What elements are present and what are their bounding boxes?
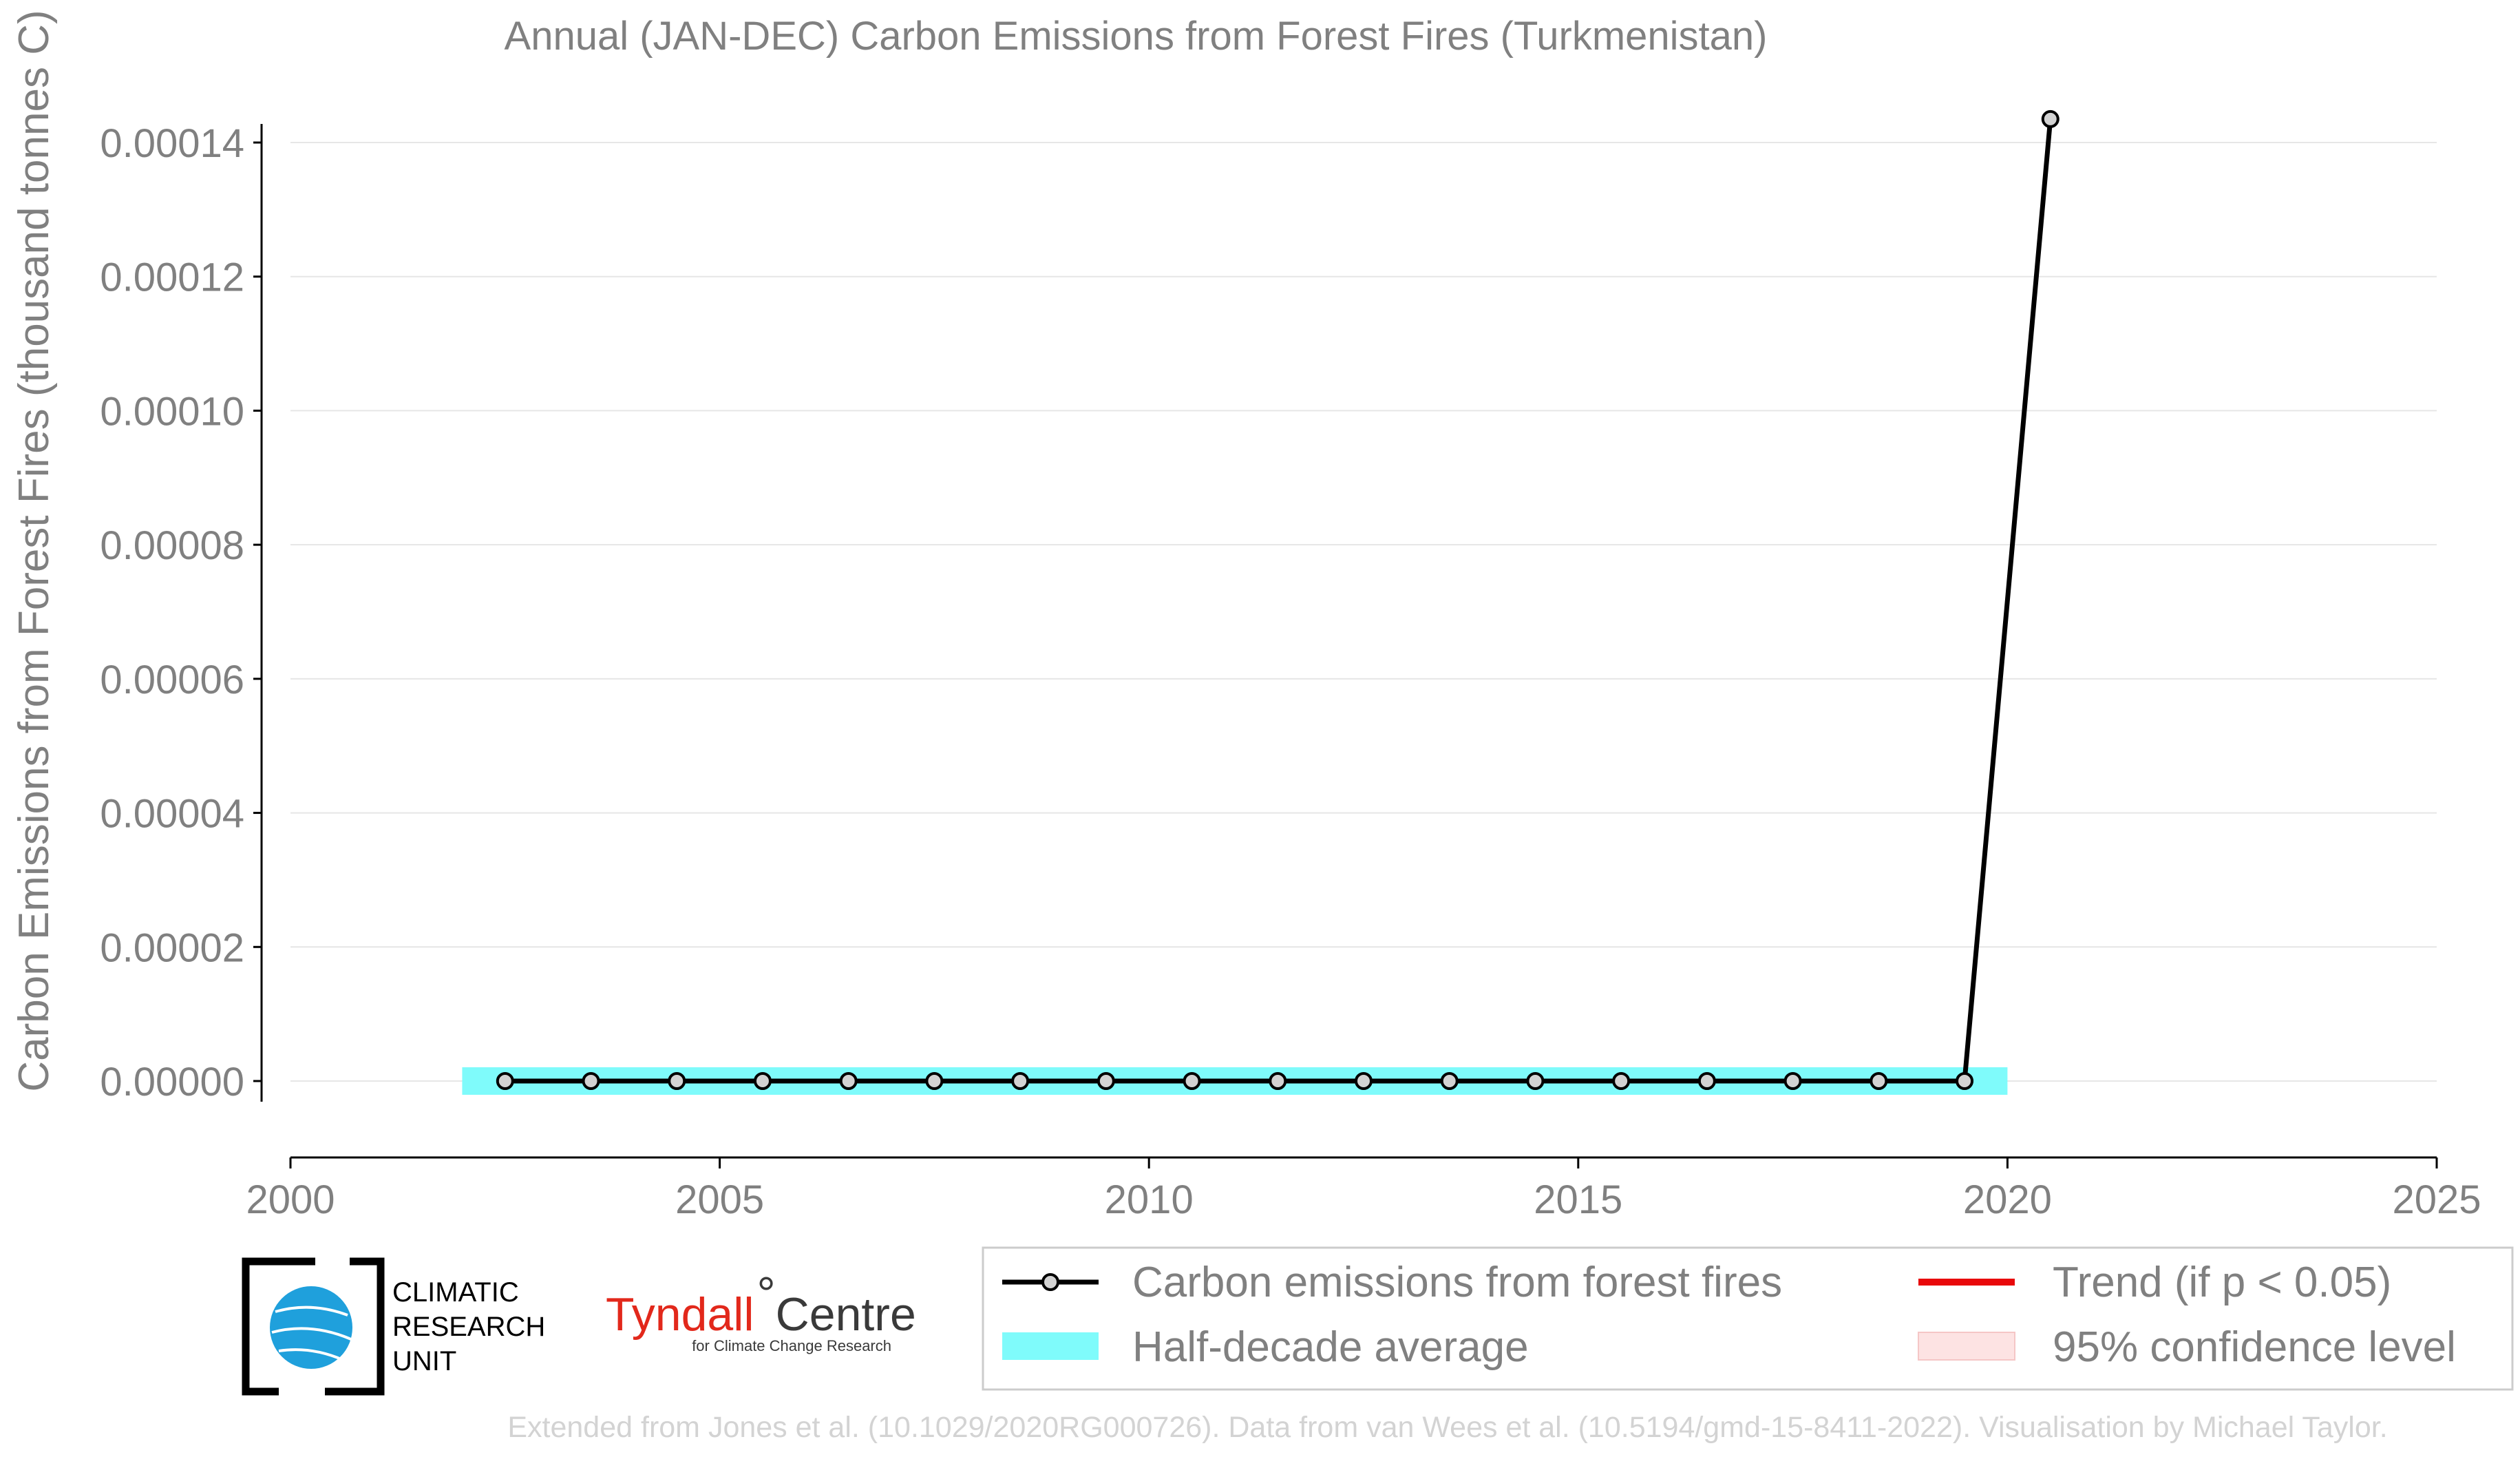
data-point-2017 <box>1783 1072 1802 1090</box>
data-point-2003 <box>582 1072 600 1090</box>
data-point-2004 <box>668 1072 686 1090</box>
data-point-2008 <box>1011 1072 1030 1090</box>
y-tick-label-4: 0.00008 <box>100 523 244 568</box>
y-axis-label: Carbon Emissions from Forest Fires (thou… <box>10 10 58 1091</box>
y-tick-label-6: 0.00012 <box>100 255 244 300</box>
legend-label-emissions: Carbon emissions from forest fires <box>1132 1259 1782 1306</box>
legend-label-confidence: 95% confidence level <box>2053 1323 2456 1371</box>
x-tick-label-3: 2015 <box>1534 1177 1622 1222</box>
data-point-2012 <box>1355 1072 1373 1090</box>
data-point-2015 <box>1612 1072 1631 1090</box>
cru-logo-line-3: UNIT <box>392 1346 456 1376</box>
footer-credits: Extended from Jones et al. (10.1029/2020… <box>507 1411 2387 1444</box>
x-axis: 2000 2005 2010 2015 2020 2025 <box>246 1156 2481 1222</box>
data-point-2020 <box>2041 109 2060 128</box>
data-point-2009 <box>1097 1072 1115 1090</box>
legend-frame <box>982 1246 2514 1391</box>
legend: Carbon emissions from forest fires Trend… <box>982 1246 2514 1391</box>
cru-logo-line-2: RESEARCH <box>392 1312 545 1342</box>
tyndall-logo: Tyndall°Centre for Climate Change Resear… <box>606 1268 916 1354</box>
data-point-2007 <box>925 1072 944 1090</box>
data-point-2010 <box>1183 1072 1201 1090</box>
cru-logo: CLIMATIC RESEARCH UNIT <box>242 1257 545 1396</box>
data-point-2019 <box>1956 1072 1974 1090</box>
data-point-2006 <box>839 1072 858 1090</box>
data-point-2016 <box>1697 1072 1716 1090</box>
x-tick-label-2: 2010 <box>1105 1177 1194 1222</box>
y-tick-label-7: 0.00014 <box>100 121 244 166</box>
data-point-2005 <box>753 1072 772 1090</box>
legend-patch-half-decade <box>1002 1332 1099 1360</box>
data-point-2014 <box>1526 1072 1545 1090</box>
legend-label-trend: Trend (if p < 0.05) <box>2053 1259 2391 1306</box>
tyndall-logo-main: Tyndall°Centre <box>606 1268 916 1341</box>
series-layer <box>496 109 2060 1090</box>
tyndall-logo-subtitle: for Climate Change Research <box>692 1337 891 1354</box>
x-tick-label-5: 2025 <box>2392 1177 2481 1222</box>
y-tick-labels: 0.00000 0.00002 0.00004 0.00006 0.00008 0.000… <box>100 121 263 1104</box>
x-tick-label-4: 2020 <box>1963 1177 2052 1222</box>
legend-label-half-decade: Half-decade average <box>1132 1323 1529 1371</box>
y-tick-label-0: 0.00000 <box>100 1060 244 1104</box>
x-tick-label-1: 2005 <box>675 1177 764 1222</box>
y-tick-label-2: 0.00004 <box>100 792 244 837</box>
legend-marker-emissions <box>1041 1273 1059 1291</box>
legend-patch-confidence <box>1918 1332 2015 1361</box>
data-point-2013 <box>1440 1072 1459 1090</box>
data-point-2011 <box>1269 1072 1287 1090</box>
series-line-0 <box>505 118 2053 1084</box>
x-tick-label-0: 2000 <box>246 1177 335 1222</box>
data-point-2018 <box>1870 1072 1888 1090</box>
y-tick-label-3: 0.00006 <box>100 658 244 702</box>
y-tick-label-5: 0.00010 <box>100 389 244 434</box>
data-point-2002 <box>496 1072 514 1090</box>
gridlines <box>290 142 2437 1082</box>
y-tick-label-1: 0.00002 <box>100 925 244 970</box>
cru-logo-frame <box>242 1257 385 1396</box>
cru-logo-line-1: CLIMATIC <box>392 1277 519 1308</box>
chart-title: Annual (JAN-DEC) Carbon Emissions from F… <box>505 14 1768 59</box>
globe-icon-lines <box>271 1306 352 1361</box>
